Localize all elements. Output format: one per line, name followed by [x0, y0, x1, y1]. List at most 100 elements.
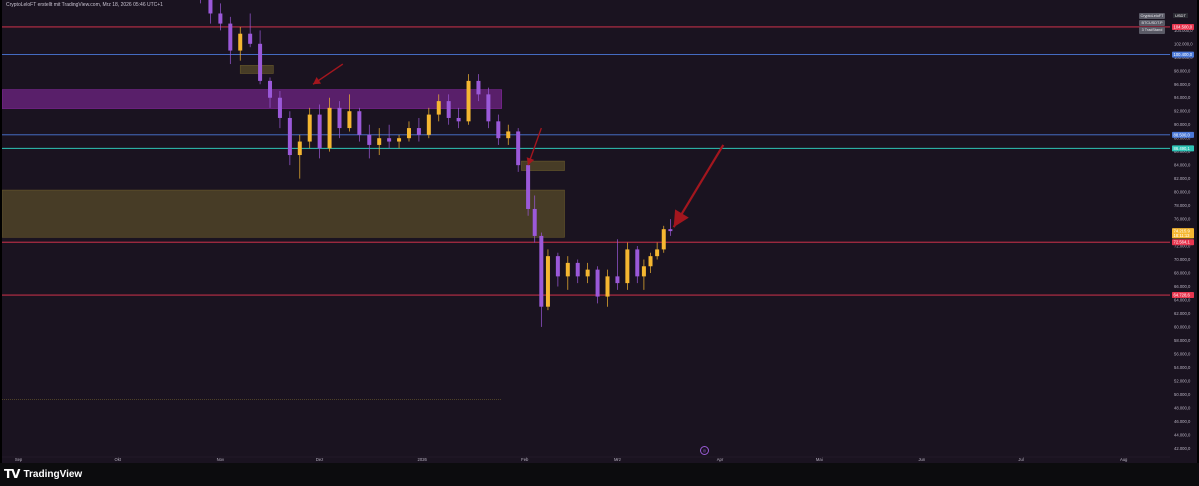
annotation-arrow-head-0 — [313, 77, 322, 85]
arrows-layer — [312, 63, 725, 228]
y-tick-label: 92.000,0 — [1174, 109, 1191, 114]
horizontal-lines-layer — [2, 26, 1170, 401]
candle-body-38 — [565, 262, 570, 277]
candle-body-14 — [337, 107, 342, 129]
y-tick-label: 98.000,0 — [1174, 68, 1191, 73]
candle-body-31 — [506, 131, 511, 139]
candle-body-28 — [476, 80, 481, 95]
y-tick-label: 88.000,0 — [1174, 136, 1191, 141]
candle-body-36 — [545, 256, 550, 307]
y-tick-label: 50.000,0 — [1174, 392, 1191, 397]
annotation-arrow-shaft-2 — [672, 144, 725, 228]
x-tick-label: Okt — [115, 457, 122, 462]
candle-body-50 — [668, 229, 673, 232]
price-tag-label: 100.400,0 — [1174, 52, 1193, 57]
tradingview-brand: TradingView — [23, 468, 83, 480]
candle-body-19 — [387, 138, 392, 142]
candle-body-29 — [486, 94, 491, 122]
y-tick-label: 104.000,0 — [1174, 28, 1193, 33]
price-tag-label: 18:11:13 — [1174, 233, 1191, 238]
y-axis: 42.000,0 44.000,0 46.000,0 48.000,0 50.000,0… — [1174, 28, 1193, 451]
x-tick-label: Jun — [918, 457, 925, 462]
x-tick-label: Dez — [316, 457, 323, 462]
candle-body-21 — [406, 128, 411, 139]
candle-body-9 — [287, 117, 292, 156]
candle-body-4 — [238, 33, 243, 51]
candle-body-44 — [625, 249, 630, 284]
y-tick-label: 102.000,0 — [1174, 41, 1193, 46]
candle-body-37 — [555, 256, 560, 277]
candle-body-48 — [655, 249, 660, 257]
currency-label: USDT — [1173, 13, 1188, 18]
candle-body-32 — [516, 131, 521, 166]
annotation-arrow-head-1 — [526, 157, 535, 166]
candle-body-16 — [357, 111, 362, 135]
price-tag-label: 86.490,1 — [1174, 146, 1191, 151]
x-tick-label: Feb — [521, 457, 529, 462]
candle-body-40 — [585, 269, 590, 277]
footer-bar — [0, 463, 1199, 486]
price-tag-bg-2 — [1172, 131, 1194, 138]
price-tag-label: 88.500,0 — [1174, 132, 1191, 137]
candle-body-25 — [446, 101, 451, 118]
y-tick-label: 64.000,0 — [1174, 297, 1191, 302]
price-tag-label: 74.215,9 — [1174, 229, 1191, 234]
y-tick-label: 46.000,0 — [1174, 419, 1191, 424]
candle-body-47 — [648, 256, 653, 267]
y-tick-label: 44.000,0 — [1174, 432, 1191, 437]
candle-body-15 — [347, 111, 352, 129]
olive-zone — [2, 189, 565, 238]
candle-body-11 — [307, 114, 312, 142]
y-tick-label: 80.000,0 — [1174, 190, 1191, 195]
y-tick-label: 52.000,0 — [1174, 378, 1191, 383]
price-tag-bg-3 — [1172, 145, 1194, 152]
price-tag-bg-7 — [1172, 292, 1194, 299]
price-tag-bg-1 — [1172, 51, 1194, 58]
candle-body-23 — [426, 114, 431, 135]
purple-supply-zone — [2, 89, 502, 109]
annotation-arrow-head-2 — [673, 209, 689, 228]
y-tick-label: 90.000,0 — [1174, 122, 1191, 127]
y-tick-label: 86.000,0 — [1174, 149, 1191, 154]
price-tags-layer: 104.500,0 100.400,0 88.500,0 86.490,1 74.215… — [1172, 23, 1194, 299]
candle-body-20 — [397, 138, 402, 142]
small-olive-zone-feb — [521, 160, 565, 171]
candle-body-10 — [297, 141, 302, 156]
y-tick-label: 82.000,0 — [1174, 176, 1191, 181]
candle-body-34 — [532, 208, 537, 236]
candle-body-13 — [327, 107, 332, 149]
candle-body-39 — [575, 262, 580, 277]
y-tick-label: 70.000,0 — [1174, 257, 1191, 262]
candles-layer — [200, 0, 673, 327]
small-olive-zone-nov — [239, 65, 274, 74]
candle-body-30 — [496, 121, 501, 139]
price-tag-label: 72.564,1 — [1174, 240, 1191, 245]
candle-body-8 — [277, 97, 282, 118]
candle-body-43 — [615, 276, 620, 284]
y-tick-label: 60.000,0 — [1174, 324, 1191, 329]
candle-body-24 — [436, 101, 441, 115]
symbol-legend[interactable]: CryptoLeloFT BTCUSDT.P 3 TradStand — [1139, 13, 1165, 35]
x-tick-label: Jul — [1018, 457, 1023, 462]
tradingview-logo[interactable]: TV TradingView — [4, 466, 82, 482]
price-tag-bg-5 — [1172, 232, 1194, 239]
candlestick-chart[interactable]: 42.000,0 44.000,0 46.000,0 48.000,0 50.000,0… — [2, 0, 1197, 463]
y-tick-label: 68.000,0 — [1174, 271, 1191, 276]
y-tick-label: 66.000,0 — [1174, 284, 1191, 289]
candle-body-22 — [416, 128, 421, 135]
candle-body-18 — [377, 138, 382, 145]
candle-body-2 — [218, 13, 223, 24]
x-tick-label: Nov — [217, 457, 225, 462]
y-tick-label: 56.000,0 — [1174, 351, 1191, 356]
price-tag-bg-6 — [1172, 239, 1194, 246]
y-tick-label: 96.000,0 — [1174, 82, 1191, 87]
y-tick-label: 42.000,0 — [1174, 446, 1191, 451]
candle-body-27 — [466, 80, 471, 122]
candle-body-1 — [208, 0, 213, 14]
candle-body-12 — [317, 114, 322, 149]
tradingview-mark-icon: TV — [4, 467, 21, 481]
replay-icon[interactable]: ◎ — [700, 446, 709, 455]
x-tick-label: Sep — [15, 457, 23, 462]
symbol-line-ticker: BTCUSDT.P — [1139, 20, 1165, 27]
candle-body-6 — [258, 43, 263, 81]
